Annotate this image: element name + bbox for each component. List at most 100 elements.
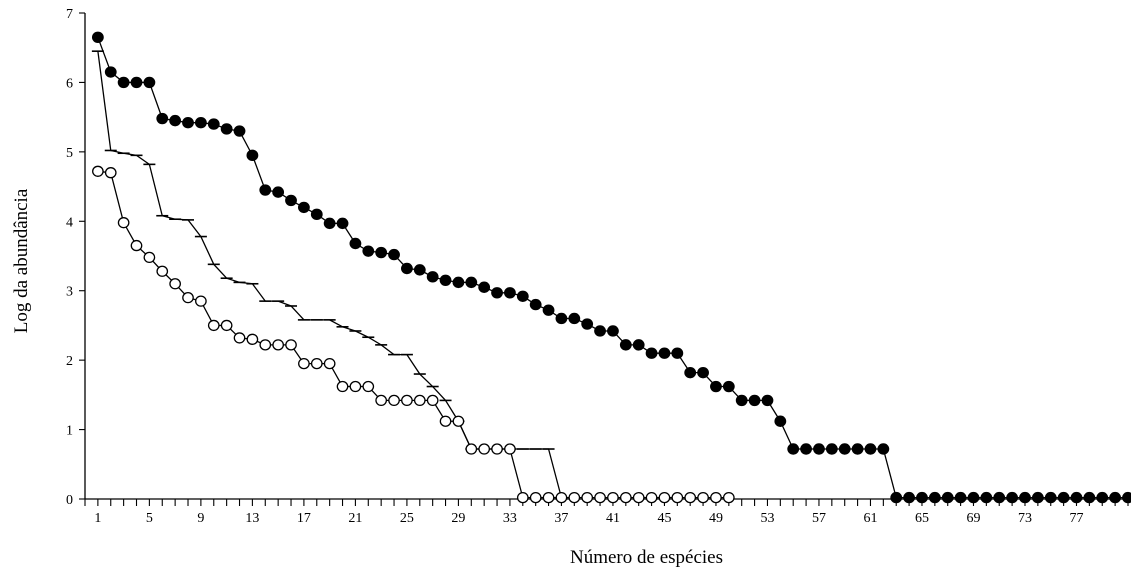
data-point	[684, 491, 697, 504]
data-point	[710, 380, 722, 393]
series-filled-circle	[91, 31, 1131, 504]
x-tick-label: 9	[197, 511, 204, 526]
data-point	[619, 491, 632, 504]
data-point	[182, 292, 194, 304]
data-point	[246, 149, 259, 162]
data-point	[323, 217, 336, 230]
data-point	[529, 491, 542, 504]
data-point	[645, 491, 658, 504]
x-axis-label: Número de espécies	[570, 547, 723, 568]
data-point	[336, 380, 349, 393]
data-point	[388, 248, 400, 261]
data-point	[439, 415, 452, 427]
x-tick-label: 37	[554, 511, 568, 526]
series-open-circle	[92, 165, 735, 504]
y-tick-label: 3	[66, 285, 73, 300]
data-point	[916, 491, 928, 504]
data-point	[581, 491, 594, 504]
data-point	[478, 281, 491, 293]
y-tick-label: 4	[66, 215, 73, 230]
data-point	[169, 278, 181, 290]
data-point	[1019, 491, 1031, 504]
y-tick-label: 7	[66, 7, 73, 22]
data-point	[632, 339, 645, 351]
data-point	[671, 347, 684, 359]
data-point	[542, 491, 555, 504]
data-point	[310, 357, 323, 370]
data-point	[323, 357, 336, 370]
data-point	[851, 443, 864, 455]
x-tick-label: 45	[657, 511, 671, 526]
data-point	[581, 318, 594, 330]
x-tick-label: 61	[863, 511, 877, 526]
data-point	[697, 491, 709, 504]
data-point	[993, 491, 1006, 504]
data-point	[735, 394, 748, 407]
data-point	[542, 304, 555, 316]
data-point	[1031, 491, 1044, 504]
data-point	[516, 491, 529, 504]
x-tick-label: 1	[94, 511, 101, 526]
data-point	[954, 491, 967, 504]
data-point	[349, 380, 362, 393]
data-point	[710, 491, 722, 504]
data-point	[607, 491, 619, 504]
x-tick-label: 25	[400, 511, 414, 526]
x-tick-label: 53	[760, 511, 774, 526]
data-point	[568, 491, 581, 504]
data-point	[285, 339, 297, 351]
data-point	[722, 491, 735, 504]
data-point	[130, 239, 143, 252]
data-point	[336, 217, 349, 230]
x-tick-label: 77	[1069, 511, 1083, 526]
data-point	[349, 237, 362, 250]
data-point	[220, 319, 233, 332]
data-point	[748, 394, 761, 407]
data-point	[864, 443, 877, 455]
data-point	[504, 287, 516, 299]
data-point	[259, 184, 272, 196]
data-point	[220, 123, 233, 135]
data-point	[272, 186, 285, 198]
data-point	[645, 347, 658, 359]
data-point	[143, 76, 156, 89]
data-point	[413, 394, 426, 407]
data-point	[310, 208, 323, 221]
data-point	[156, 265, 169, 277]
y-ticks: 0 1 2 3 4 5 6 7	[66, 7, 85, 508]
data-point	[259, 339, 272, 351]
y-tick-label: 1	[66, 424, 73, 439]
x-tick-label: 5	[146, 511, 153, 526]
x-tick-label: 57	[812, 511, 826, 526]
x-ticks: 1 5 9 13 17 21 25 29 33 37 41 45 49 53 57 61 65 69 73 77	[84, 499, 1129, 526]
data-point	[117, 217, 130, 229]
x-tick-label: 41	[606, 511, 620, 526]
data-point	[117, 76, 130, 89]
data-point	[632, 491, 645, 504]
y-axis-label: Log da abundância	[11, 188, 32, 333]
data-point	[233, 125, 246, 137]
data-point	[246, 333, 259, 345]
data-point	[426, 394, 439, 407]
data-point	[658, 491, 671, 504]
data-point	[594, 325, 606, 337]
data-point	[426, 271, 439, 283]
data-point	[684, 366, 697, 379]
data-point	[555, 491, 568, 504]
data-point	[658, 347, 671, 359]
data-point	[671, 491, 684, 504]
y-tick-label: 6	[66, 76, 73, 91]
data-point	[774, 415, 787, 427]
data-point	[1006, 491, 1019, 504]
data-point	[1044, 491, 1057, 504]
data-point	[516, 290, 529, 302]
data-point	[298, 201, 310, 214]
data-point	[130, 76, 143, 89]
x-tick-label: 17	[297, 511, 311, 526]
data-point	[838, 443, 851, 455]
y-tick-label: 5	[66, 146, 73, 161]
data-point	[207, 319, 220, 332]
data-point	[1122, 491, 1131, 504]
data-point	[156, 112, 169, 125]
